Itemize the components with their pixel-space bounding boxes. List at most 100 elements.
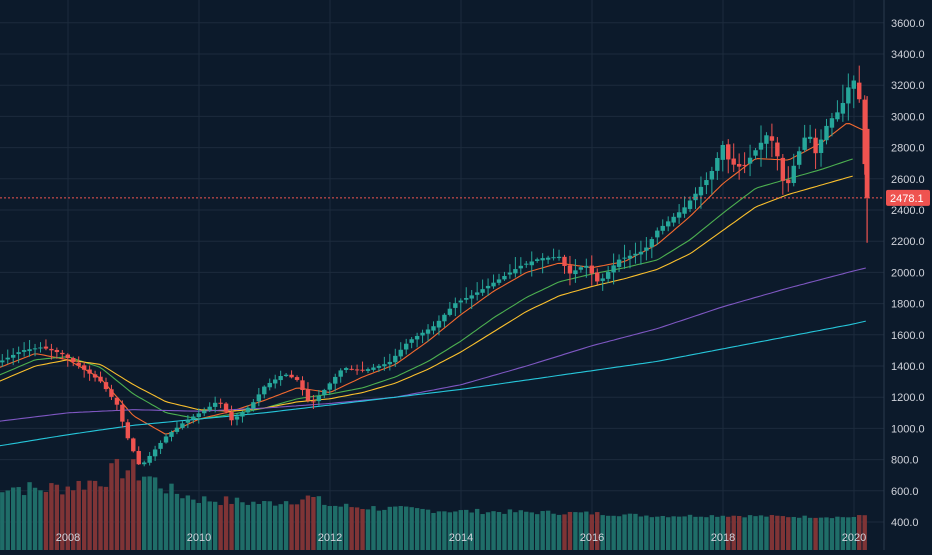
- candle-body: [502, 276, 507, 280]
- volume-bar: [163, 493, 169, 550]
- candle-body: [655, 230, 660, 238]
- volume-bar: [644, 515, 649, 550]
- volume-bar: [38, 490, 43, 550]
- volume-bar: [147, 476, 152, 550]
- candle-body: [840, 102, 846, 114]
- candle-body: [731, 158, 736, 165]
- candle-body: [343, 368, 349, 370]
- candle-body: [857, 82, 862, 100]
- volume-bar: [10, 487, 16, 550]
- ma_mid-line: [0, 158, 853, 420]
- volume-bar: [464, 509, 469, 550]
- volume-bar: [262, 501, 267, 550]
- volume-bar: [382, 509, 387, 550]
- volume-bar: [851, 516, 856, 550]
- candle-body: [0, 360, 5, 363]
- volume-bar: [802, 515, 807, 550]
- volume-bar: [780, 516, 786, 550]
- volume-bar: [152, 477, 158, 550]
- volume-bar: [736, 515, 742, 550]
- candle-body: [627, 255, 633, 259]
- x-tick-label: 2008: [56, 532, 80, 544]
- candle-body: [813, 137, 818, 154]
- volume-bar: [27, 482, 32, 550]
- y-tick-label: 2400.0: [891, 205, 925, 217]
- volume-bar: [638, 516, 644, 550]
- volume-bar: [813, 517, 818, 550]
- candle-body: [660, 225, 665, 231]
- volume-bar: [32, 487, 38, 550]
- volume-bar: [256, 503, 262, 550]
- volume-bar: [109, 463, 114, 550]
- volume-bar: [600, 515, 605, 550]
- y-tick-label: 2200.0: [891, 236, 925, 248]
- candle-body: [567, 265, 573, 274]
- volume-bar: [365, 509, 371, 550]
- volume-bar: [513, 512, 518, 550]
- volume-bar: [316, 496, 322, 550]
- candle-body: [595, 272, 600, 282]
- y-tick-label: 2600.0: [891, 174, 925, 186]
- volume-bar: [518, 510, 524, 550]
- candle-body: [474, 292, 480, 295]
- volume-bar: [453, 511, 458, 550]
- candle-body: [807, 136, 813, 139]
- last-price-label: 2478.1: [890, 193, 924, 205]
- moving-averages: [0, 123, 867, 447]
- candle-body: [191, 416, 196, 420]
- candle-body: [835, 112, 840, 120]
- candle-body: [846, 87, 851, 104]
- candle-body: [864, 128, 870, 198]
- candle-body: [322, 389, 327, 396]
- candle-body: [747, 157, 753, 164]
- candle-body: [223, 403, 229, 412]
- candle-body: [267, 382, 272, 388]
- y-tick-label: 1000.0: [891, 423, 925, 435]
- candle-body: [136, 450, 141, 465]
- candle-body: [229, 412, 234, 421]
- volume-bar: [496, 512, 502, 550]
- volume-bar: [491, 511, 496, 550]
- volume-bar: [278, 504, 283, 550]
- volume-bar: [431, 512, 436, 550]
- candle-body: [671, 216, 676, 223]
- volume-bar: [474, 508, 480, 550]
- volume-bar: [185, 495, 191, 550]
- volume-bar: [251, 501, 256, 550]
- candle-body: [141, 462, 147, 465]
- volume-bar: [103, 486, 109, 550]
- candle-body: [5, 357, 10, 360]
- y-tick-label: 2800.0: [891, 143, 925, 155]
- candle-body: [775, 142, 780, 157]
- candle-body: [311, 401, 316, 403]
- volume-bar: [693, 516, 698, 550]
- volume-bar: [354, 507, 360, 550]
- volume-bar: [141, 476, 147, 550]
- candle-body: [458, 300, 463, 303]
- volume-bar: [338, 506, 343, 550]
- candle-body: [360, 369, 365, 371]
- volume-bar: [436, 511, 442, 550]
- volume-bar: [283, 501, 289, 550]
- volume-bar: [5, 490, 10, 550]
- candle-body: [185, 419, 191, 423]
- volume-bar: [824, 517, 829, 550]
- volume-bar: [294, 504, 300, 550]
- volume-bar: [627, 513, 633, 550]
- y-tick-label: 3400.0: [891, 49, 925, 61]
- volume-bar: [726, 516, 731, 550]
- volume-bar: [665, 517, 671, 550]
- candle-body: [43, 346, 49, 349]
- volume-bar: [267, 501, 272, 550]
- ma_longest-line: [0, 320, 866, 447]
- volume-bar: [545, 510, 551, 550]
- volume-bar: [480, 514, 485, 550]
- y-tick-label: 2000.0: [891, 267, 925, 279]
- candle-body: [431, 326, 436, 331]
- y-tick-label: 3000.0: [891, 111, 925, 123]
- y-tick-label: 1600.0: [891, 330, 925, 342]
- candle-body: [573, 270, 578, 275]
- volume-bar: [349, 507, 354, 550]
